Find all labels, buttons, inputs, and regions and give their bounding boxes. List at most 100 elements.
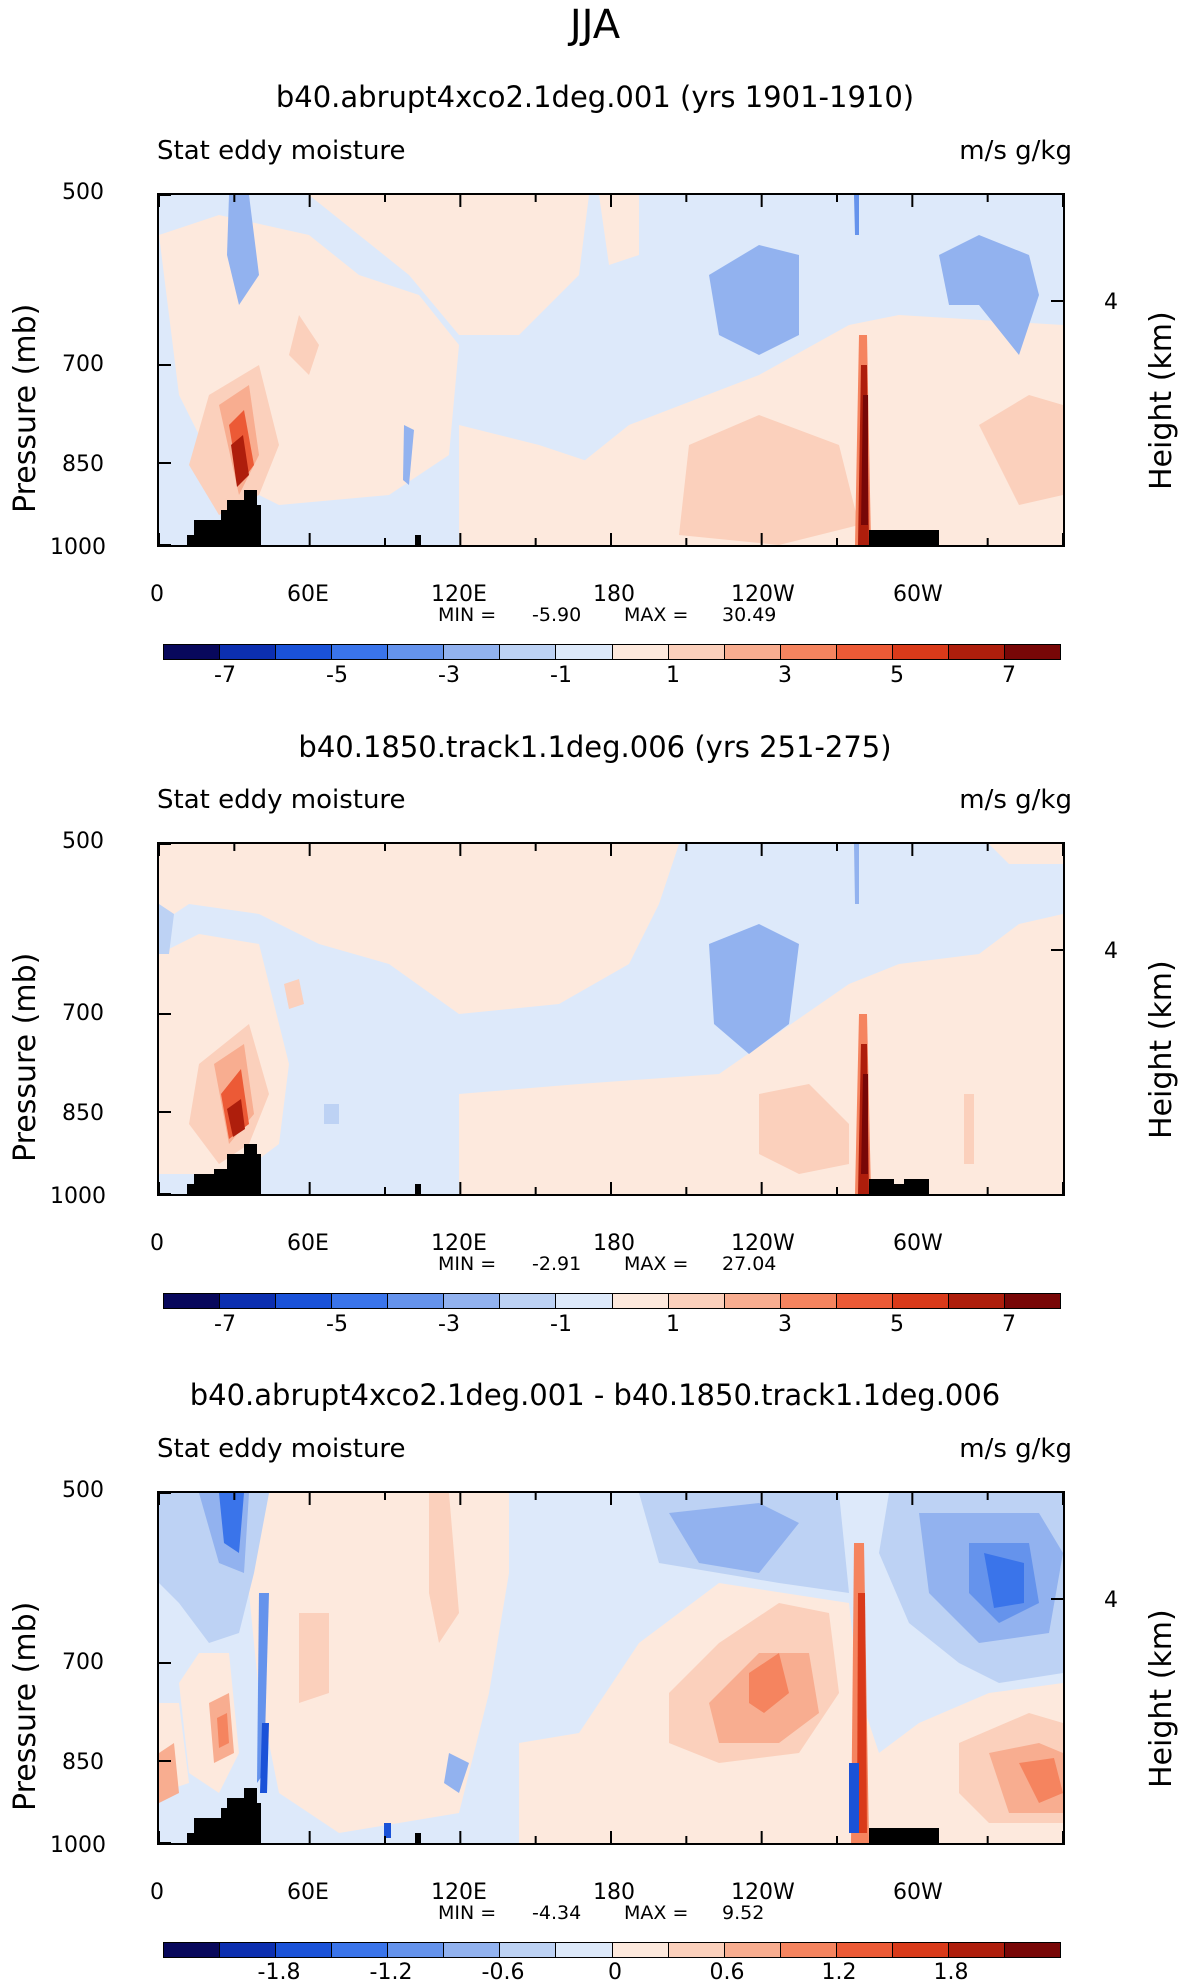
y-axis-label: Pressure (mb)	[8, 1601, 43, 1811]
colorbar-label: -7	[214, 1312, 236, 1337]
colorbar-swatch	[724, 1943, 781, 1957]
colorbar-swatch	[892, 1943, 949, 1957]
x-tick-label: 0	[150, 1231, 164, 1256]
colorbar-swatch	[444, 645, 501, 659]
colorbar-swatch	[780, 645, 837, 659]
colorbar-label: -1	[550, 663, 572, 688]
panel-title: b40.1850.track1.1deg.006 (yrs 251-275)	[298, 730, 892, 764]
x-tick-label: 120E	[431, 1880, 487, 1905]
max-label: MAX =	[624, 1253, 689, 1275]
min-value: -5.90	[532, 604, 582, 626]
y-tick-label: 700	[62, 352, 104, 377]
colorbar-label: -5	[326, 1312, 348, 1337]
x-tick-label: 60E	[287, 582, 329, 607]
colorbar-swatch	[220, 1294, 277, 1308]
y-tick-label: 700	[62, 1650, 104, 1675]
colorbar-swatch	[276, 1943, 333, 1957]
colorbar-swatch	[332, 1294, 389, 1308]
contour-field	[159, 195, 1063, 545]
colorbar-swatch	[948, 1294, 1005, 1308]
y-tick-label: 850	[62, 1750, 104, 1775]
y-tick-label: 1000	[50, 1833, 106, 1858]
colorbar-swatch	[220, 1943, 277, 1957]
x-tick-label: 60W	[893, 1231, 943, 1256]
colorbar-swatch	[164, 1943, 221, 1957]
variable-label: Stat eddy moisture	[157, 1434, 406, 1464]
x-tick-label: 120W	[731, 1231, 795, 1256]
colorbar-swatch	[612, 1943, 669, 1957]
variable-label: Stat eddy moisture	[157, 785, 406, 815]
colorbar-label: -3	[438, 663, 460, 688]
colorbar-label: -1	[550, 1312, 572, 1337]
min-label: MIN =	[438, 1253, 497, 1275]
panel-title: b40.abrupt4xco2.1deg.001 - b40.1850.trac…	[189, 1378, 1001, 1412]
contour-field	[159, 1493, 1063, 1843]
y2-tick-label: 4	[1104, 1588, 1118, 1613]
colorbar-swatch	[332, 645, 389, 659]
colorbar-swatch	[500, 1943, 557, 1957]
colorbar-label: 7	[1002, 663, 1016, 688]
colorbar-swatch	[556, 645, 613, 659]
colorbar-swatch	[388, 1943, 445, 1957]
min-value: -4.34	[532, 1902, 582, 1924]
colorbar-label: -1.2	[369, 1960, 413, 1985]
x-tick-label: 180	[593, 1231, 635, 1256]
colorbar-swatch	[444, 1943, 501, 1957]
colorbar	[163, 1293, 1061, 1309]
max-label: MAX =	[624, 604, 689, 626]
y2-axis-label: Height (km)	[1144, 960, 1179, 1139]
x-tick-label: 180	[593, 582, 635, 607]
colorbar-swatch	[164, 645, 221, 659]
colorbar-swatch	[500, 1294, 557, 1308]
colorbar-swatch	[612, 1294, 669, 1308]
y-tick-label: 850	[62, 1101, 104, 1126]
y-tick-label: 500	[62, 180, 104, 205]
colorbar-swatch	[164, 1294, 221, 1308]
colorbar-swatch	[668, 1294, 725, 1308]
colorbar-swatch	[948, 645, 1005, 659]
max-value: 30.49	[722, 604, 777, 626]
colorbar-label: 3	[778, 663, 792, 688]
y-tick-label: 500	[62, 1478, 104, 1503]
min-label: MIN =	[438, 604, 497, 626]
colorbar-label: 7	[1002, 1312, 1016, 1337]
colorbar-swatch	[612, 645, 669, 659]
units-label: m/s g/kg	[959, 136, 1072, 166]
units-label: m/s g/kg	[959, 785, 1072, 815]
colorbar-swatch	[388, 1294, 445, 1308]
colorbar-label: 1	[666, 1312, 680, 1337]
colorbar-swatch	[332, 1943, 389, 1957]
colorbar-swatch	[556, 1943, 613, 1957]
colorbar-swatch	[276, 645, 333, 659]
colorbar-swatch	[1004, 1943, 1060, 1957]
colorbar-label: -7	[214, 663, 236, 688]
colorbar-swatch	[388, 645, 445, 659]
colorbar-label: 1	[666, 663, 680, 688]
colorbar-swatch	[668, 1943, 725, 1957]
plot-area	[157, 842, 1065, 1196]
colorbar-label: 1.8	[933, 1960, 969, 1985]
colorbar-swatch	[892, 645, 949, 659]
y-tick-label: 500	[62, 829, 104, 854]
max-value: 9.52	[722, 1902, 765, 1924]
variable-label: Stat eddy moisture	[157, 136, 406, 166]
colorbar	[163, 1942, 1061, 1958]
min-label: MIN =	[438, 1902, 497, 1924]
y-tick-label: 850	[62, 452, 104, 477]
y2-axis-label: Height (km)	[1144, 311, 1179, 490]
units-label: m/s g/kg	[959, 1434, 1072, 1464]
panel-title: b40.abrupt4xco2.1deg.001 (yrs 1901-1910)	[275, 80, 915, 114]
colorbar-swatch	[276, 1294, 333, 1308]
x-tick-label: 0	[150, 582, 164, 607]
colorbar-label: 1.2	[821, 1960, 857, 1985]
max-value: 27.04	[722, 1253, 777, 1275]
colorbar-swatch	[556, 1294, 613, 1308]
colorbar-swatch	[892, 1294, 949, 1308]
x-tick-label: 60E	[287, 1880, 329, 1905]
colorbar-swatch	[724, 1294, 781, 1308]
colorbar-swatch	[780, 1943, 837, 1957]
colorbar-label: 0	[608, 1960, 622, 1985]
colorbar-swatch	[836, 1943, 893, 1957]
colorbar-swatch	[220, 645, 277, 659]
colorbar-swatch	[780, 1294, 837, 1308]
